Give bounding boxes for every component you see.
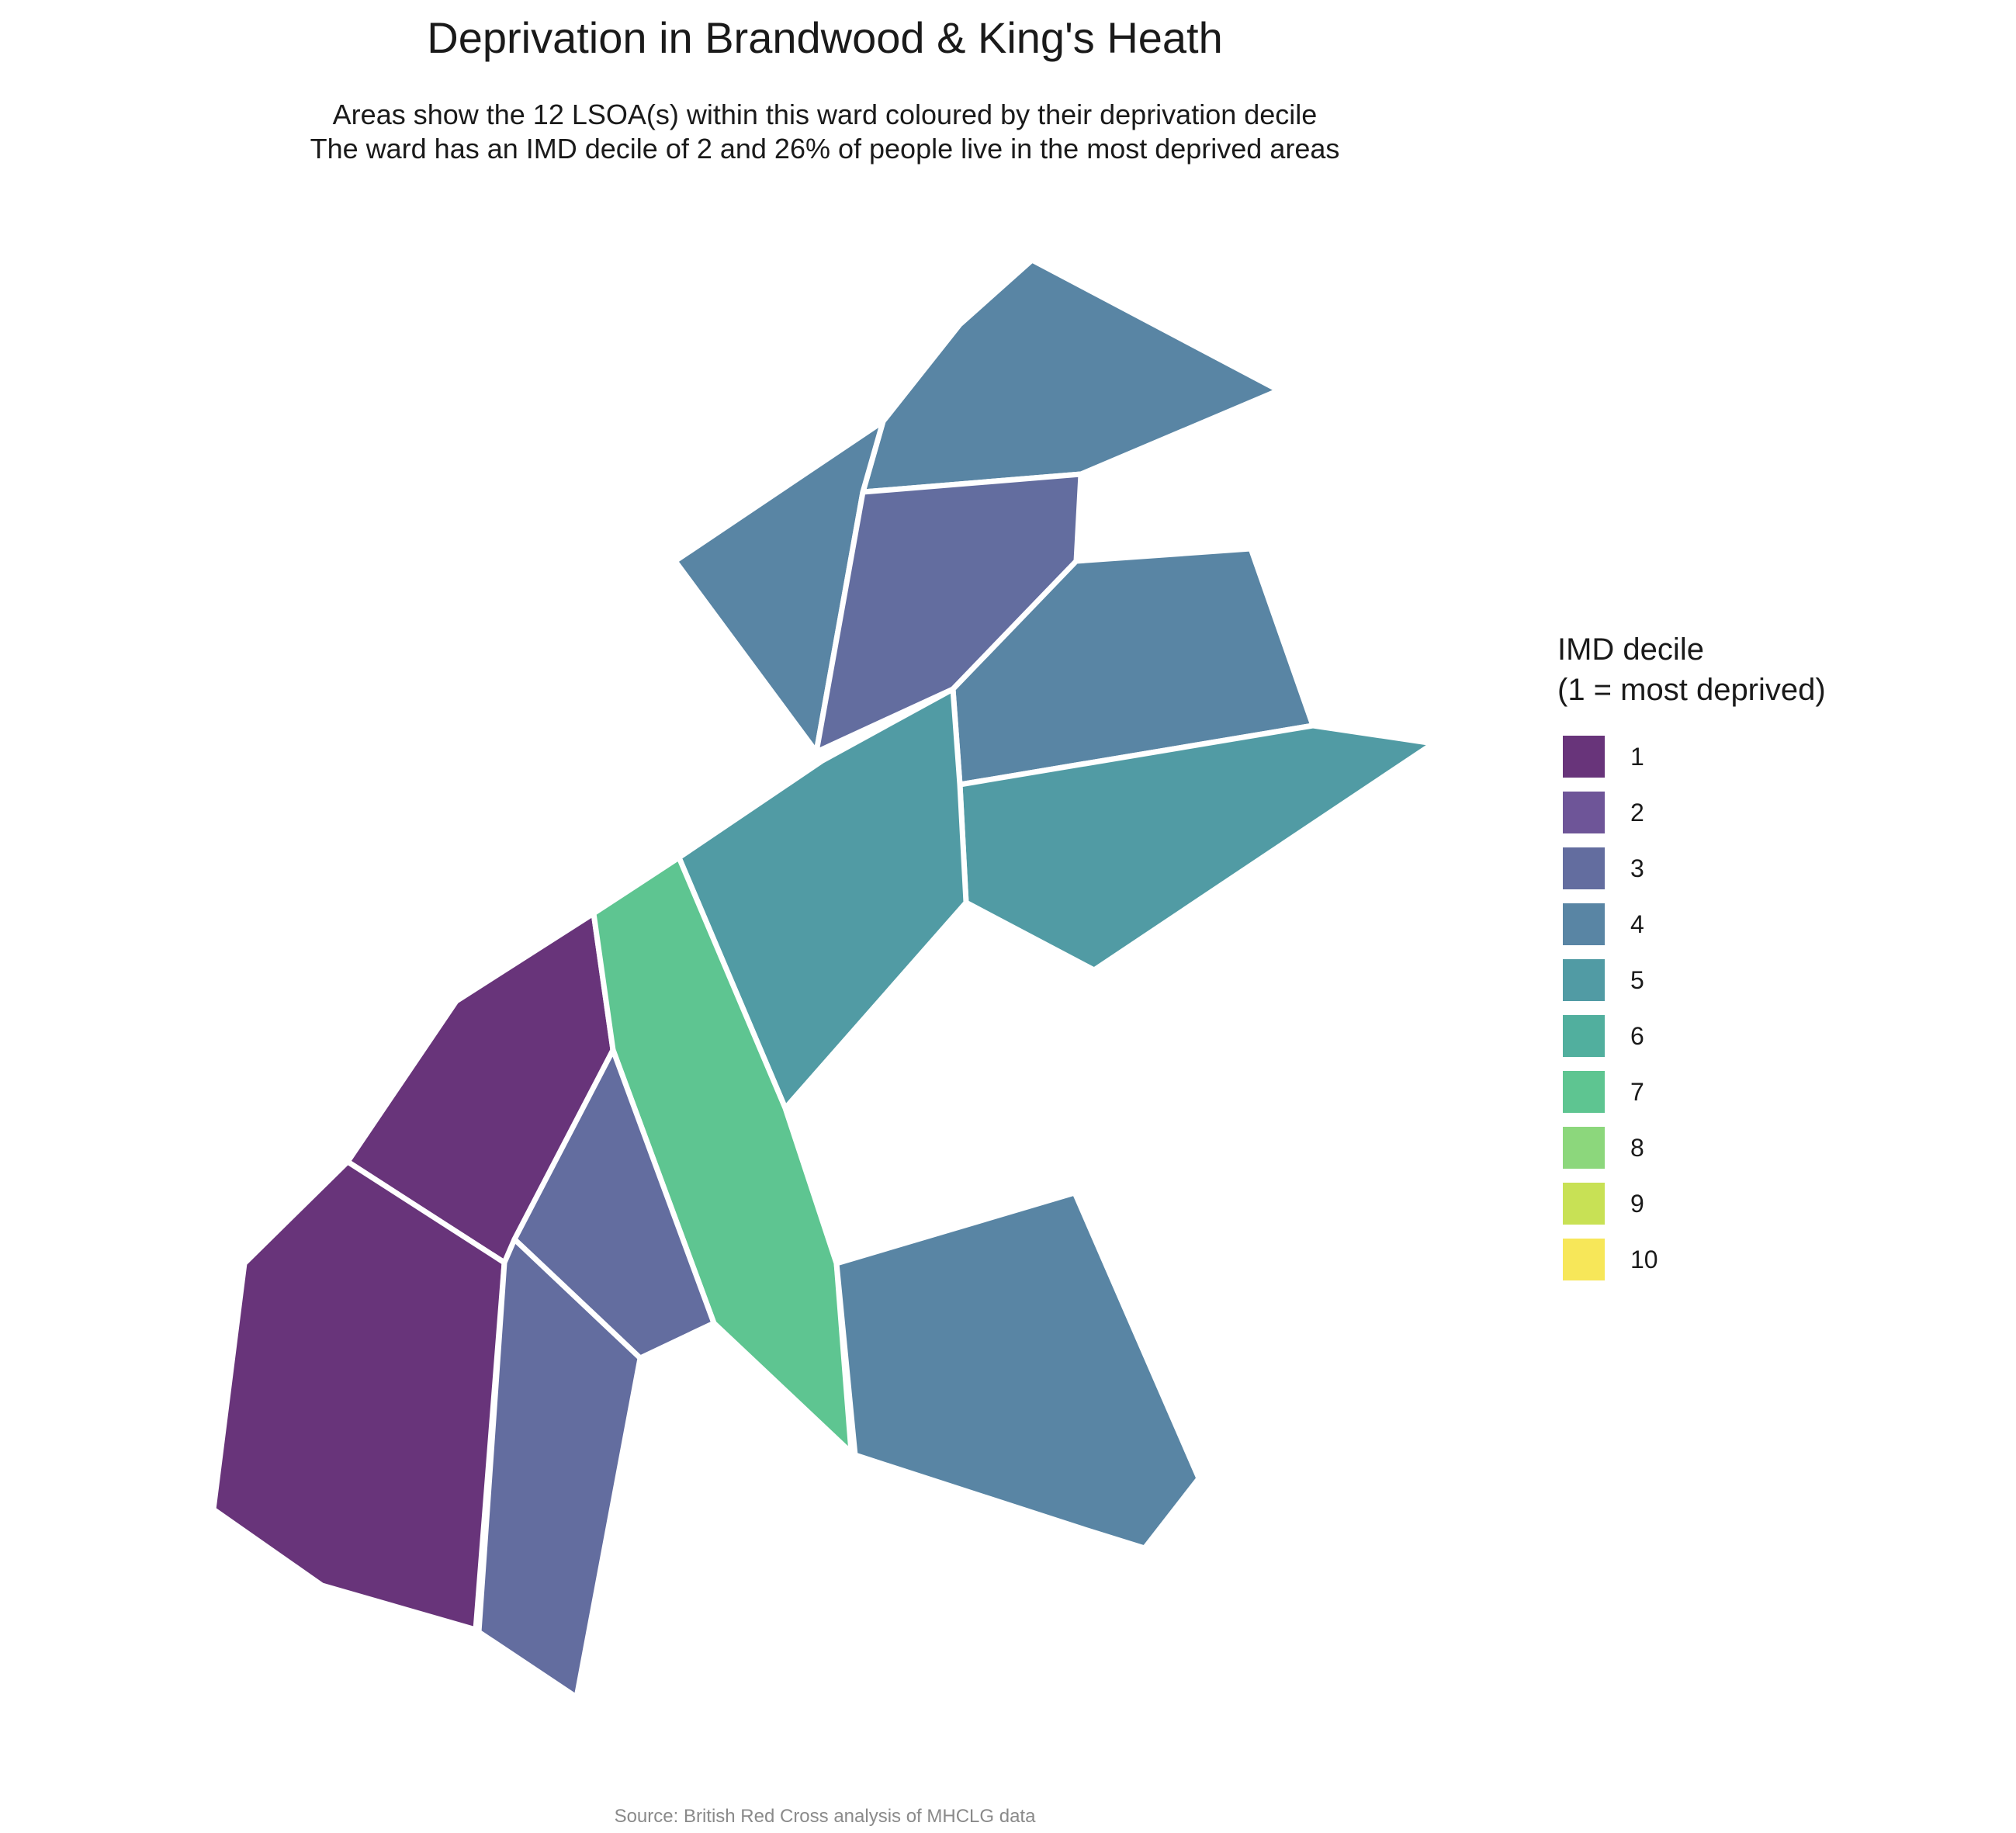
map-areas bbox=[210, 257, 1436, 1700]
legend-label-9: 9 bbox=[1630, 1190, 1644, 1218]
legend-title-line-1: IMD decile bbox=[1557, 632, 1704, 667]
legend-swatch-5 bbox=[1563, 959, 1605, 1001]
legend-swatch-2 bbox=[1563, 792, 1605, 833]
legend-swatch-4 bbox=[1563, 903, 1605, 945]
legend-label-3: 3 bbox=[1630, 854, 1644, 882]
legend-label-5: 5 bbox=[1630, 966, 1644, 994]
legend-label-10: 10 bbox=[1630, 1246, 1658, 1273]
chart-subtitle-line-2: The ward has an IMD decile of 2 and 26% … bbox=[310, 133, 1340, 165]
chart-subtitle-line-1: Areas show the 12 LSOA(s) within this wa… bbox=[333, 99, 1318, 130]
legend-swatch-9 bbox=[1563, 1183, 1605, 1225]
legend-label-4: 4 bbox=[1630, 910, 1644, 938]
legend-label-2: 2 bbox=[1630, 799, 1644, 826]
legend-label-8: 8 bbox=[1630, 1134, 1644, 1162]
legend-label-6: 6 bbox=[1630, 1022, 1644, 1050]
lsoa-area-12[interactable] bbox=[833, 1190, 1202, 1551]
source-caption: Source: British Red Cross analysis of MH… bbox=[615, 1806, 1037, 1827]
legend-swatch-10 bbox=[1563, 1239, 1605, 1280]
lsoa-area-10[interactable] bbox=[210, 1159, 507, 1633]
legend-label-1: 1 bbox=[1630, 743, 1644, 771]
legend-items: 1 2 3 4 5 6 7 8 9 10 bbox=[1563, 736, 1658, 1280]
lsoa-area-11[interactable] bbox=[476, 1236, 643, 1700]
legend-swatch-8 bbox=[1563, 1127, 1605, 1169]
legend-swatch-1 bbox=[1563, 736, 1605, 778]
legend-swatch-7 bbox=[1563, 1071, 1605, 1113]
legend-label-7: 7 bbox=[1630, 1078, 1644, 1106]
legend: IMD decile (1 = most deprived) 1 2 3 4 5 6 7 8 9… bbox=[1557, 632, 1826, 1280]
legend-title-line-2: (1 = most deprived) bbox=[1557, 673, 1826, 707]
legend-swatch-3 bbox=[1563, 847, 1605, 889]
legend-swatch-6 bbox=[1563, 1015, 1605, 1057]
chart-title: Deprivation in Brandwood & King's Heath bbox=[427, 13, 1223, 62]
lsoa-area-1[interactable] bbox=[860, 257, 1282, 495]
